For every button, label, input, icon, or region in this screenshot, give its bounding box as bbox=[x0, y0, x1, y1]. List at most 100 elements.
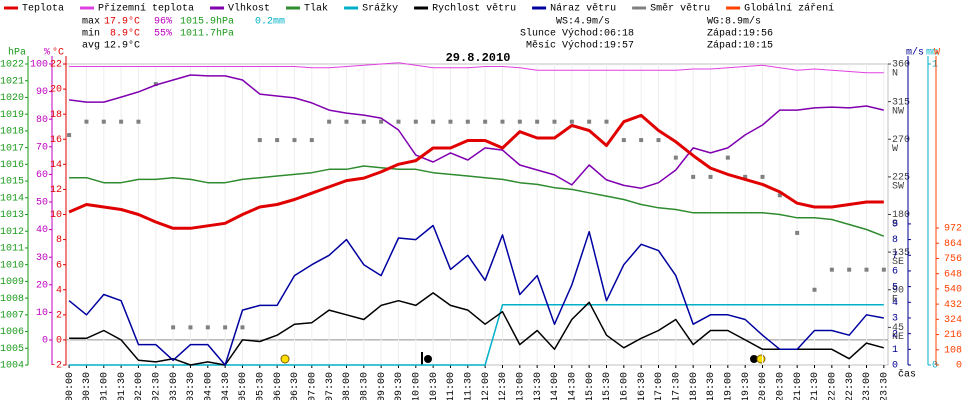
y2-tick-label: 225 bbox=[892, 173, 910, 184]
compass-label: N bbox=[892, 69, 898, 80]
compass-label: SW bbox=[892, 182, 904, 193]
x-tick-label: 17:00 bbox=[654, 372, 665, 400]
y-tick-label: 1012 bbox=[0, 227, 24, 238]
x-tick-label: 23:00 bbox=[862, 372, 873, 400]
y-tick-label: 648 bbox=[944, 269, 962, 280]
stat: 1015.9hPa bbox=[180, 16, 234, 28]
wind-direction-dot bbox=[188, 325, 193, 330]
y-tick-label: 1008 bbox=[0, 294, 24, 305]
x-tick-label: 05:30 bbox=[255, 372, 266, 400]
y-tick-label: 90 bbox=[36, 87, 48, 98]
x-tick-label: 18:30 bbox=[706, 372, 717, 400]
wind-direction-dot bbox=[309, 138, 314, 143]
stat: 1011.7hPa bbox=[180, 28, 234, 40]
y2-tick-label: 315 bbox=[892, 97, 910, 108]
y-tick-label: 8 bbox=[892, 235, 898, 246]
y-tick-label: 108 bbox=[944, 345, 962, 356]
y-tick-label: 3 bbox=[892, 314, 898, 325]
x-tick-label: 07:00 bbox=[307, 372, 318, 400]
wind-direction-dot bbox=[708, 174, 713, 179]
legend-label: Tlak bbox=[304, 3, 328, 15]
series-line bbox=[68, 113, 884, 230]
y-tick-label: 1013 bbox=[0, 210, 24, 221]
y-tick-label: 540 bbox=[944, 285, 962, 296]
wind-direction-dot bbox=[413, 119, 418, 124]
x-tick-label: 17:30 bbox=[671, 372, 682, 400]
wind-direction-dot bbox=[517, 119, 522, 124]
x-axis-label: čas bbox=[898, 369, 916, 381]
y2-tick-label: 360 bbox=[892, 60, 910, 71]
y-tick-label: 0 bbox=[932, 361, 938, 372]
y-tick-label: 2 bbox=[892, 329, 898, 340]
x-tick-label: 10:00 bbox=[411, 372, 422, 400]
wind-direction-dot bbox=[587, 119, 592, 124]
wind-direction-dot bbox=[205, 325, 210, 330]
x-tick-label: 20:30 bbox=[775, 372, 786, 400]
y-tick-label: 1004 bbox=[0, 361, 24, 372]
wind-direction-dot bbox=[569, 119, 574, 124]
series-line bbox=[69, 74, 884, 189]
wind-direction-dot bbox=[136, 119, 141, 124]
x-tick-label: 16:30 bbox=[637, 372, 648, 400]
series-line bbox=[69, 292, 884, 366]
y-tick-label: 1020 bbox=[0, 93, 24, 104]
x-tick-label: 16:00 bbox=[619, 372, 630, 400]
stat: 12.9°C bbox=[104, 40, 140, 52]
x-tick-label: 04:30 bbox=[221, 372, 232, 400]
y-tick-label: 1015 bbox=[0, 177, 24, 188]
wind-direction-dot bbox=[483, 119, 488, 124]
stat-label: avg bbox=[82, 41, 100, 52]
compass-label: NE bbox=[892, 332, 904, 343]
x-tick-label: 20:00 bbox=[758, 372, 769, 400]
wind-direction-dot bbox=[552, 119, 557, 124]
wind-direction-dot bbox=[153, 82, 158, 87]
x-tick-label: 21:00 bbox=[793, 372, 804, 400]
y-tick-label: 1016 bbox=[0, 160, 24, 171]
wind-direction-dot bbox=[257, 138, 262, 143]
y-tick-label: 8 bbox=[56, 235, 62, 246]
x-tick-label: 12:00 bbox=[481, 372, 492, 400]
x-tick-label: 08:00 bbox=[342, 372, 353, 400]
wind-direction-dot bbox=[500, 119, 505, 124]
y-tick-label: 10 bbox=[50, 210, 62, 221]
y-tick-label: 216 bbox=[944, 330, 962, 341]
wind-direction-dot bbox=[725, 155, 730, 160]
x-tick-label: 22:00 bbox=[827, 372, 838, 400]
wind-direction-dot bbox=[171, 325, 176, 330]
x-tick-label: 02:00 bbox=[134, 372, 145, 400]
y-tick-label: 1010 bbox=[0, 260, 24, 271]
x-tick-label: 19:30 bbox=[741, 372, 752, 400]
x-tick-label: 09:00 bbox=[377, 372, 388, 400]
legend-label: Globální záření bbox=[744, 3, 834, 15]
wind-direction-dot bbox=[67, 133, 72, 138]
legend-label: Teplota bbox=[22, 3, 64, 15]
y2-tick-label: 270 bbox=[892, 135, 910, 146]
stat: WS:4.9m/s bbox=[556, 16, 610, 28]
y-tick-label: 4 bbox=[892, 298, 898, 309]
series-line bbox=[69, 165, 885, 237]
moonset-icon bbox=[424, 355, 432, 363]
stat: 8.9°C bbox=[110, 28, 140, 40]
y2-tick-label: 45 bbox=[892, 323, 904, 334]
wind-direction-dot bbox=[864, 267, 869, 272]
wind-direction-dot bbox=[119, 119, 124, 124]
wind-direction-dot bbox=[431, 119, 436, 124]
wind-direction-dot bbox=[344, 119, 349, 124]
y-tick-label: 1014 bbox=[0, 193, 24, 204]
y-tick-label: 70 bbox=[36, 142, 48, 153]
y-tick-label: 22 bbox=[50, 60, 62, 71]
y-tick-label: 1022 bbox=[0, 60, 24, 71]
y-tick-label: 30 bbox=[36, 253, 48, 264]
y-tick-label: 1011 bbox=[0, 244, 24, 255]
y-tick-label: 0 bbox=[956, 361, 962, 372]
y-tick-label: 1017 bbox=[0, 143, 24, 154]
x-tick-label: 09:30 bbox=[394, 372, 405, 400]
stat: 55% bbox=[154, 29, 172, 40]
y-tick-label: 1019 bbox=[0, 110, 24, 121]
axis-unit: °C bbox=[52, 47, 64, 59]
axis-unit: mm bbox=[926, 48, 938, 59]
stat-label: min bbox=[82, 28, 100, 40]
sunrise-icon bbox=[280, 354, 290, 364]
legend-label: Srážky bbox=[362, 3, 398, 15]
